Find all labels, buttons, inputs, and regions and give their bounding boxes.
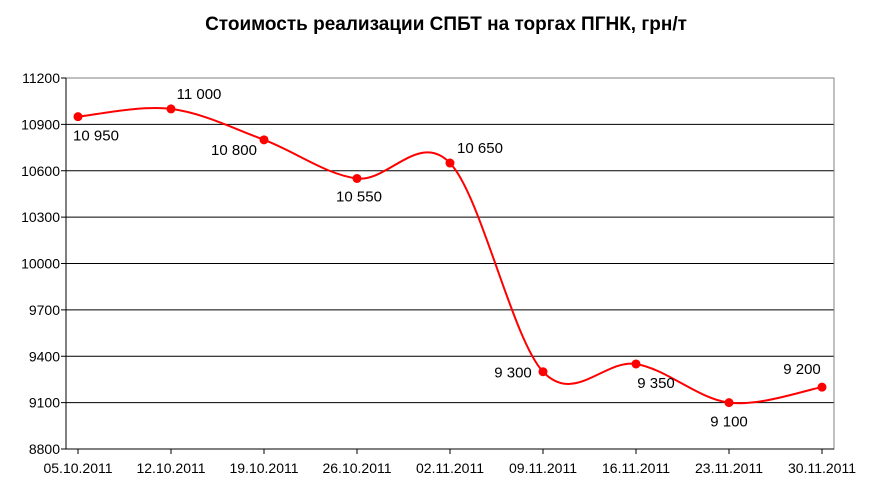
y-tick-label: 9400: [29, 348, 60, 364]
data-label: 10 550: [336, 188, 382, 205]
data-point: [631, 359, 641, 369]
y-tick-label: 9700: [29, 302, 60, 318]
chart-title: Стоимость реализации СПБТ на торгах ПГНК…: [205, 14, 687, 35]
y-tick-label: 9100: [29, 395, 60, 411]
data-label: 9 200: [783, 361, 821, 378]
data-label: 9 300: [494, 365, 532, 382]
y-tick-label: 11200: [22, 70, 60, 86]
data-point: [73, 112, 83, 122]
x-tick-labels: 05.10.2011 12.10.2011 19.10.2011 26.10.2011…: [43, 460, 856, 476]
grid-lines: [66, 77, 834, 450]
data-labels: 10 950 11 000 10 800 10 550 10 650 9 300 9 350…: [73, 86, 821, 431]
data-points: [73, 104, 827, 408]
data-point: [817, 382, 827, 392]
data-label: 11 000: [177, 86, 222, 103]
data-label: 9 100: [710, 414, 748, 431]
data-point: [259, 135, 269, 145]
data-label: 10 800: [211, 142, 257, 159]
data-point: [538, 367, 548, 377]
x-tick-label: 16.11.2011: [602, 460, 670, 476]
data-point: [352, 173, 362, 183]
y-tick-label: 10000: [21, 256, 60, 272]
x-tick-label: 09.11.2011: [509, 460, 577, 476]
data-point: [445, 158, 455, 168]
data-label: 10 650: [457, 140, 503, 157]
x-tick-label: 12.10.2011: [136, 460, 205, 476]
y-tick-label: 10600: [21, 163, 60, 179]
x-tick-label: 19.10.2011: [229, 460, 298, 476]
data-label: 9 350: [637, 375, 675, 392]
axes: [61, 77, 834, 454]
y-tick-label: 10300: [21, 209, 60, 225]
x-tick-label: 05.10.2011: [43, 460, 112, 476]
y-tick-label: 8800: [29, 441, 60, 457]
data-point: [724, 398, 734, 408]
x-tick-label: 26.10.2011: [322, 460, 391, 476]
y-tick-labels: 8800 9100 9400 9700 10000 10300 10600 10900 1120…: [21, 70, 60, 457]
data-label: 10 950: [73, 128, 119, 145]
x-tick-label: 02.11.2011: [416, 460, 484, 476]
x-tick-label: 23.11.2011: [695, 460, 763, 476]
y-tick-label: 10900: [21, 116, 60, 132]
data-point: [166, 104, 176, 114]
x-tick-label: 30.11.2011: [788, 460, 856, 476]
series-line: [77, 107, 823, 405]
